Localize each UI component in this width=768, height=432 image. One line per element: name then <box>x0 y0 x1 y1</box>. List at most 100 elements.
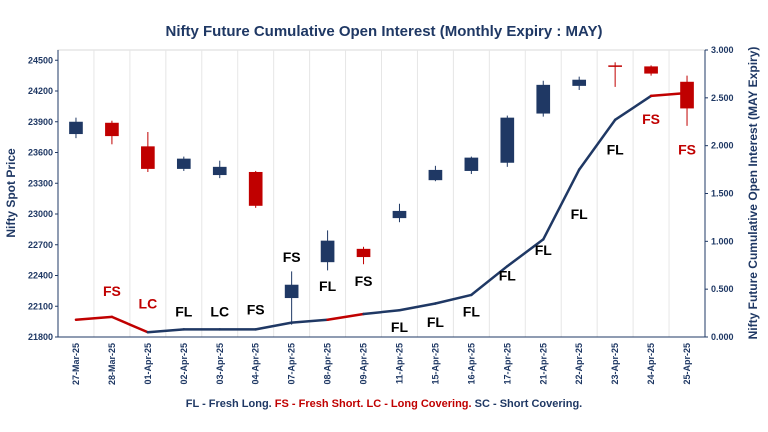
right-axis: 0.000 0.500 1.000 1.500 2.000 2.500 3.000 <box>704 45 734 342</box>
x-tick-label: 21-Apr-25 <box>538 343 548 385</box>
right-tick-label: 1.500 <box>711 189 734 199</box>
right-tick-label: 2.500 <box>711 93 734 103</box>
x-tick-label: 11-Apr-25 <box>394 343 404 384</box>
signal-label: FL <box>535 242 553 258</box>
signal-label: LC <box>210 304 229 320</box>
oi-line-segment <box>146 328 186 334</box>
oi-line-segment <box>649 91 689 98</box>
x-tick-label: 24-Apr-25 <box>646 343 656 385</box>
signal-label: FS <box>678 142 696 158</box>
candlestick-series <box>69 62 694 325</box>
oi-line-segment <box>542 168 581 241</box>
candle-body <box>392 210 407 219</box>
oi-line-segment <box>362 308 401 316</box>
x-tick-label: 25-Apr-25 <box>682 343 692 385</box>
candle-body <box>680 81 694 109</box>
y-right-axis-title: Nifty Future Cumulative Open Interest (M… <box>746 47 760 340</box>
oi-line-segment <box>577 118 617 171</box>
candle-body <box>212 166 227 176</box>
legend-note-part: FS - Fresh Short. <box>275 398 367 410</box>
left-axis: 21800 22100 22400 22700 23000 23300 23600 23900… <box>28 50 59 342</box>
candle-body <box>105 122 119 137</box>
signal-label: FS <box>355 273 373 289</box>
legend-note-part: LC - Long Covering. <box>366 398 474 410</box>
oi-line-segment <box>613 94 653 122</box>
signal-label: FS <box>283 249 301 265</box>
signal-label: LC <box>139 295 158 311</box>
oi-line-segment <box>74 315 114 322</box>
x-tick-label: 23-Apr-25 <box>610 343 620 385</box>
oi-line-segment <box>470 264 509 297</box>
x-tick-label: 27-Mar-25 <box>71 343 81 385</box>
x-tick-label: 01-Apr-25 <box>143 343 153 385</box>
left-tick-label: 24200 <box>28 86 53 96</box>
x-tick-label: 15-Apr-25 <box>430 343 440 385</box>
x-tick-label: 04-Apr-25 <box>251 343 261 385</box>
candle-body <box>69 121 83 135</box>
oi-line-segment <box>110 315 150 334</box>
signal-label: FS <box>642 111 660 127</box>
candle-body <box>644 66 658 74</box>
x-tick-label: 16-Apr-25 <box>466 343 476 385</box>
candle-body <box>428 169 443 181</box>
left-tick-label: 23000 <box>28 209 53 219</box>
candle-body <box>572 79 587 86</box>
candle-body <box>284 284 299 299</box>
oi-line-segment <box>506 238 545 268</box>
left-tick-label: 22100 <box>28 301 53 311</box>
signal-label: FL <box>175 304 193 320</box>
candle-body <box>464 157 479 171</box>
x-tick-label: 22-Apr-25 <box>574 343 584 385</box>
candle-body <box>536 84 551 114</box>
signal-label: FL <box>499 268 517 284</box>
legend-note-part: FL - Fresh Long. <box>186 398 275 410</box>
left-tick-label: 24500 <box>28 55 53 65</box>
right-tick-label: 1.000 <box>711 236 734 246</box>
right-tick-label: 0.500 <box>711 284 734 294</box>
signal-annotations: FS LC FL LC FS FS FL FS FL FL FL FL FL FL FL FS FS <box>103 111 696 335</box>
left-tick-label: 21800 <box>28 332 53 342</box>
candle-body <box>608 65 622 67</box>
signal-label: FL <box>391 319 409 335</box>
right-tick-label: 0.000 <box>711 332 734 342</box>
signal-label: FL <box>427 314 445 330</box>
oi-line-segment <box>326 312 365 322</box>
x-tick-label: 28-Mar-25 <box>107 343 117 385</box>
x-tick-label: 17-Apr-25 <box>502 343 512 385</box>
right-tick-label: 3.000 <box>711 45 734 55</box>
signal-label: FL <box>463 304 481 320</box>
x-tick-label: 03-Apr-25 <box>215 343 225 385</box>
candle-body <box>500 117 515 163</box>
candle-body <box>248 171 263 206</box>
x-tick-label: 08-Apr-25 <box>323 343 333 385</box>
x-tick-label: 02-Apr-25 <box>179 343 189 385</box>
open-interest-series <box>74 91 689 334</box>
oi-line-segment <box>290 318 329 324</box>
left-tick-label: 23900 <box>28 117 53 127</box>
candle-body <box>141 146 155 169</box>
chart-title: Nifty Future Cumulative Open Interest (M… <box>166 23 603 40</box>
x-tick-label: 09-Apr-25 <box>359 343 369 385</box>
candle-body <box>320 240 335 263</box>
right-tick-label: 2.000 <box>711 141 734 151</box>
signal-label: FS <box>247 301 265 317</box>
oi-line-segment <box>398 302 437 312</box>
oi-line-segment <box>434 293 473 305</box>
left-tick-label: 23300 <box>28 178 53 188</box>
signal-label: FL <box>319 278 337 294</box>
signal-legend-note: FL - Fresh Long. FS - Fresh Short. LC - … <box>186 398 582 410</box>
left-tick-label: 22400 <box>28 271 53 281</box>
x-axis: 27-Mar-25 28-Mar-25 01-Apr-25 02-Apr-25 03-A… <box>58 336 705 385</box>
legend-note-part: SC - Short Covering. <box>475 398 583 410</box>
left-tick-label: 23600 <box>28 148 53 158</box>
left-tick-label: 22700 <box>28 240 53 250</box>
candle-body <box>356 248 371 258</box>
signal-label: FS <box>103 283 121 299</box>
candle-body <box>176 158 191 169</box>
signal-label: FL <box>571 206 589 222</box>
y-left-axis-title: Nifty Spot Price <box>4 148 18 238</box>
signal-label: FL <box>607 142 625 158</box>
oi-line-segment <box>254 321 293 331</box>
x-tick-label: 07-Apr-25 <box>287 343 297 385</box>
